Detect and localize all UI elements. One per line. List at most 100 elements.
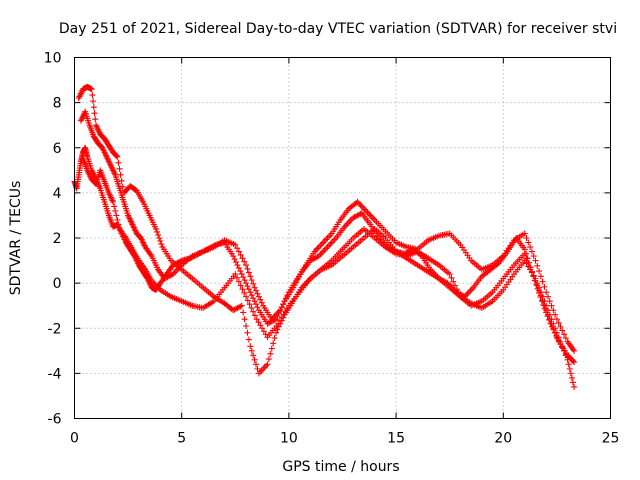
data-point-fill bbox=[91, 110, 98, 117]
data-point-fill bbox=[119, 183, 126, 190]
data-point-fill bbox=[548, 302, 555, 309]
data-point-fill bbox=[550, 325, 557, 332]
data-point-fill bbox=[248, 304, 255, 311]
data-point-fill bbox=[248, 277, 255, 284]
y-axis-label: SDTVAR / TECUs bbox=[8, 181, 24, 296]
data-point-fill bbox=[253, 301, 260, 308]
data-point-fill bbox=[262, 331, 269, 338]
data-point-fill bbox=[541, 283, 548, 290]
data-point-fill bbox=[365, 210, 372, 217]
x-tick-label: 20 bbox=[494, 431, 512, 447]
data-point-fill bbox=[530, 273, 537, 280]
data-point bbox=[230, 253, 237, 260]
data-point bbox=[273, 329, 280, 336]
data-point bbox=[446, 271, 453, 278]
data-point-fill bbox=[258, 299, 265, 306]
data-point-fill bbox=[253, 287, 260, 294]
data-point-fill bbox=[562, 335, 569, 342]
data-point-fill bbox=[261, 364, 268, 371]
data-point-fill bbox=[248, 347, 255, 354]
data-point-fill bbox=[314, 245, 321, 252]
data-point-fill bbox=[321, 238, 328, 245]
data-point-fill bbox=[534, 282, 541, 289]
data-point-fill bbox=[117, 171, 124, 178]
data-point-fill bbox=[455, 289, 462, 296]
data-point-fill bbox=[237, 268, 244, 275]
series-track-b bbox=[77, 108, 578, 354]
data-point-fill bbox=[234, 274, 241, 281]
data-point bbox=[571, 383, 578, 390]
data-point-fill bbox=[253, 361, 260, 368]
data-point-fill bbox=[282, 308, 289, 315]
data-point-fill bbox=[246, 301, 253, 308]
data-point-fill bbox=[327, 231, 334, 238]
data-point-fill bbox=[237, 282, 244, 289]
data-point-fill bbox=[89, 92, 96, 99]
data-point-fill bbox=[450, 278, 457, 285]
data-point-fill bbox=[250, 295, 257, 302]
data-point-fill bbox=[525, 239, 532, 246]
data-point-fill bbox=[327, 241, 334, 248]
data-point bbox=[232, 271, 239, 278]
tick-labels: 0 5 10 15 20 25 -6 -4 -2 0 2 4 6 8 10 bbox=[44, 51, 620, 447]
data-point-fill bbox=[239, 286, 246, 293]
data-point-fill bbox=[453, 286, 460, 293]
data-point-fill bbox=[546, 298, 553, 305]
data-point-fill bbox=[555, 319, 562, 326]
data-point-fill bbox=[239, 255, 246, 262]
data-point bbox=[238, 302, 245, 309]
data-point-fill bbox=[536, 268, 543, 275]
data-point-fill bbox=[235, 265, 242, 272]
data-point bbox=[543, 307, 550, 314]
data-point bbox=[152, 225, 159, 232]
data-point bbox=[247, 343, 254, 350]
data-point-fill bbox=[347, 217, 354, 224]
data-point bbox=[264, 361, 271, 368]
data-point-fill bbox=[523, 255, 530, 262]
y-tick-label: 0 bbox=[53, 276, 62, 292]
data-point-fill bbox=[523, 235, 530, 241]
data-point-fill bbox=[361, 206, 368, 213]
data-point-fill bbox=[257, 322, 264, 329]
y-tick-label: -4 bbox=[48, 366, 62, 382]
y-tick-label: 10 bbox=[44, 51, 62, 67]
data-point bbox=[320, 239, 327, 246]
data-point-fill bbox=[244, 283, 251, 290]
data-point-fill bbox=[250, 308, 257, 315]
data-point bbox=[247, 289, 254, 296]
data-point-fill bbox=[323, 245, 330, 252]
data-point-fill bbox=[525, 259, 532, 266]
x-tick-label: 0 bbox=[70, 431, 79, 447]
data-point-fill bbox=[244, 329, 251, 336]
data-point-fill bbox=[561, 331, 568, 338]
data-point-fill bbox=[273, 311, 280, 318]
data-point-fill bbox=[527, 264, 534, 271]
data-point-fill bbox=[465, 289, 472, 296]
data-point bbox=[243, 262, 250, 269]
data-point-fill bbox=[528, 268, 535, 275]
data-point-fill bbox=[237, 251, 244, 258]
data-point-fill bbox=[317, 242, 324, 249]
data-point-fill bbox=[156, 235, 163, 241]
data-point-fill bbox=[115, 159, 122, 166]
data-point-fill bbox=[157, 238, 164, 245]
data-point-fill bbox=[271, 313, 278, 320]
data-point-fill bbox=[557, 323, 564, 330]
data-point-fill bbox=[254, 304, 261, 311]
data-point-fill bbox=[315, 244, 322, 251]
data-point-fill bbox=[158, 241, 165, 248]
data-point-fill bbox=[234, 245, 241, 252]
data-point-fill bbox=[113, 212, 120, 219]
data-point-fill bbox=[550, 307, 557, 314]
data-point-fill bbox=[569, 379, 576, 386]
data-point-fill bbox=[250, 280, 257, 287]
y-tick-label: 2 bbox=[53, 231, 62, 247]
data-point-fill bbox=[245, 269, 252, 276]
data-point-fill bbox=[92, 116, 99, 123]
data-point-fill bbox=[552, 329, 559, 336]
y-tick-label: -2 bbox=[48, 321, 62, 337]
data-point-fill bbox=[263, 362, 270, 369]
data-point-fill bbox=[112, 207, 119, 214]
data-point-fill bbox=[255, 319, 262, 326]
data-point-fill bbox=[544, 311, 551, 318]
